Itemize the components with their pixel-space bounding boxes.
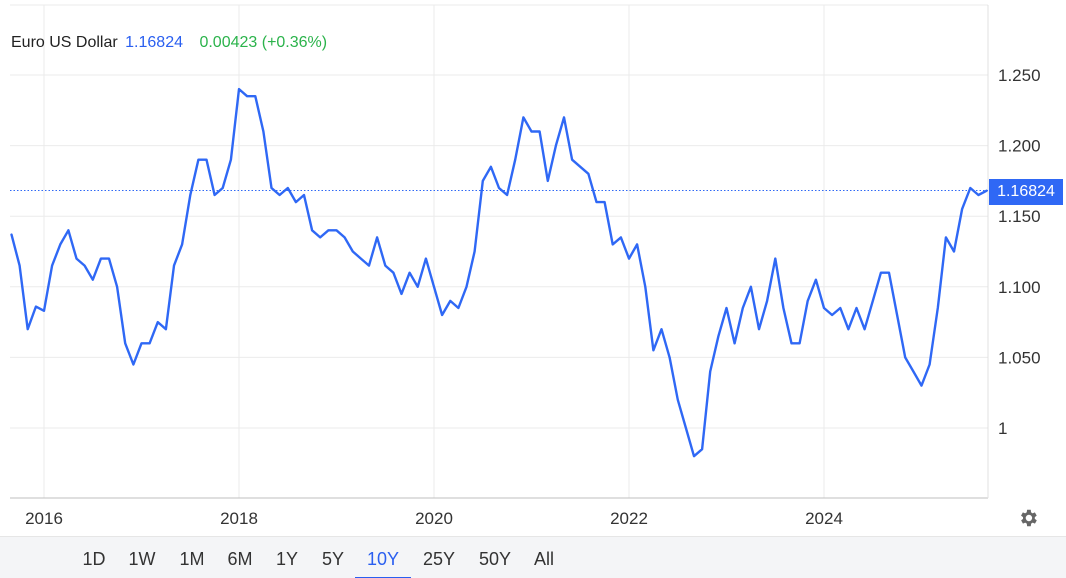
chart-legend: Euro US Dollar 1.16824 0.00423 (+0.36%) [11, 34, 327, 52]
range-25y-button[interactable]: 25Y [420, 537, 458, 578]
line-chart[interactable]: 1 1.050 1.100 1.150 1.200 1.250 2016 2018 2020 20… [0, 0, 1066, 536]
x-tick-label: 2016 [25, 509, 63, 528]
range-5y-button[interactable]: 5Y [319, 537, 347, 578]
gear-icon[interactable] [1017, 507, 1039, 529]
series-line-0 [10, 87, 988, 458]
y-tick-label: 1 [998, 419, 1007, 438]
current-price-tag: 1.16824 [989, 179, 1063, 205]
range-toolbar: 1D 1W 1M 6M 1Y 5Y 10Y 25Y 50Y All [0, 536, 1066, 578]
range-6m-button[interactable]: 6M [225, 537, 255, 578]
range-1d-button[interactable]: 1D [80, 537, 108, 578]
range-1m-button[interactable]: 1M [176, 537, 208, 578]
range-all-button[interactable]: All [531, 537, 557, 578]
x-tick-label: 2022 [610, 509, 648, 528]
current-price: 1.16824 [125, 34, 183, 51]
range-1y-button[interactable]: 1Y [273, 537, 301, 578]
x-tick-label: 2020 [415, 509, 453, 528]
y-tick-label: 1.050 [998, 348, 1041, 367]
y-tick-label: 1.200 [998, 137, 1041, 156]
x-tick-label: 2024 [805, 509, 843, 528]
price-change: 0.00423 (+0.36%) [199, 34, 328, 51]
y-tick-label: 1.250 [998, 66, 1041, 85]
y-tick-label: 1.150 [998, 207, 1041, 226]
chart-area[interactable]: 1 1.050 1.100 1.150 1.200 1.250 2016 2018 2020 20… [0, 0, 1066, 536]
range-1w-button[interactable]: 1W [126, 537, 158, 578]
x-tick-label: 2018 [220, 509, 258, 528]
y-tick-label: 1.100 [998, 278, 1041, 297]
range-10y-button[interactable]: 10Y [355, 537, 411, 578]
range-50y-button[interactable]: 50Y [476, 537, 514, 578]
instrument-name: Euro US Dollar [11, 34, 118, 51]
